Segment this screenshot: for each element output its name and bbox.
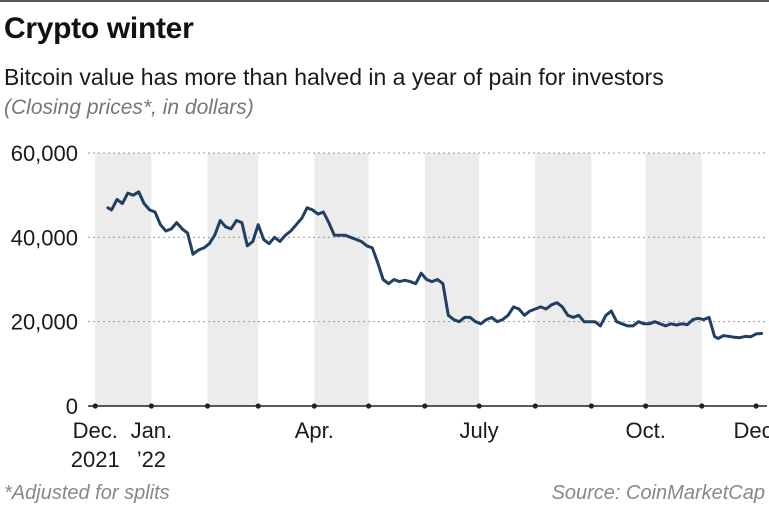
x-axis-tick-dot — [588, 403, 594, 409]
source-credit: Source: CoinMarketCap — [551, 482, 765, 504]
x-axis-tick-dot — [753, 403, 759, 409]
x-tick-label: Jan. — [131, 418, 173, 443]
x-axis-tick-dot — [699, 403, 705, 409]
x-tick-sublabel: 2021 — [71, 447, 120, 472]
footnote: *Adjusted for splits — [4, 482, 170, 504]
x-axis-tick-dot — [148, 403, 154, 409]
top-rule — [0, 0, 769, 2]
unit-note: (Closing prices*, in dollars) — [4, 96, 254, 119]
x-tick-label: Dec. — [73, 418, 118, 443]
y-tick-label: 40,000 — [11, 225, 78, 250]
chart-subtitle: Bitcoin value has more than halved in a … — [4, 64, 664, 90]
x-axis-tick-dot — [422, 403, 428, 409]
x-tick-label: July — [460, 418, 499, 443]
month-band — [95, 153, 152, 406]
x-axis-tick-dot — [255, 403, 261, 409]
month-band — [645, 153, 702, 406]
x-axis-tick-dot — [366, 403, 372, 409]
y-tick-label: 20,000 — [11, 310, 78, 335]
x-axis-tick-dot — [532, 403, 538, 409]
x-axis-tick-dot — [311, 403, 317, 409]
x-axis-tick-dot — [643, 403, 649, 409]
x-tick-sublabel: ’22 — [137, 447, 166, 472]
chart-title: Crypto winter — [4, 12, 194, 45]
x-axis-tick-dot — [92, 403, 98, 409]
x-axis-tick-dot — [476, 403, 482, 409]
y-tick-label: 0 — [66, 394, 78, 419]
month-band — [207, 153, 259, 406]
x-axis-tick-dot — [204, 403, 211, 409]
x-tick-label: Dec. — [734, 418, 769, 443]
month-band — [535, 153, 592, 406]
x-tick-label: Oct. — [626, 418, 666, 443]
month-band — [424, 153, 480, 406]
x-tick-label: Apr. — [295, 418, 334, 443]
month-band — [314, 153, 369, 406]
bitcoin-price-line — [106, 190, 764, 340]
y-tick-label: 60,000 — [11, 141, 78, 166]
